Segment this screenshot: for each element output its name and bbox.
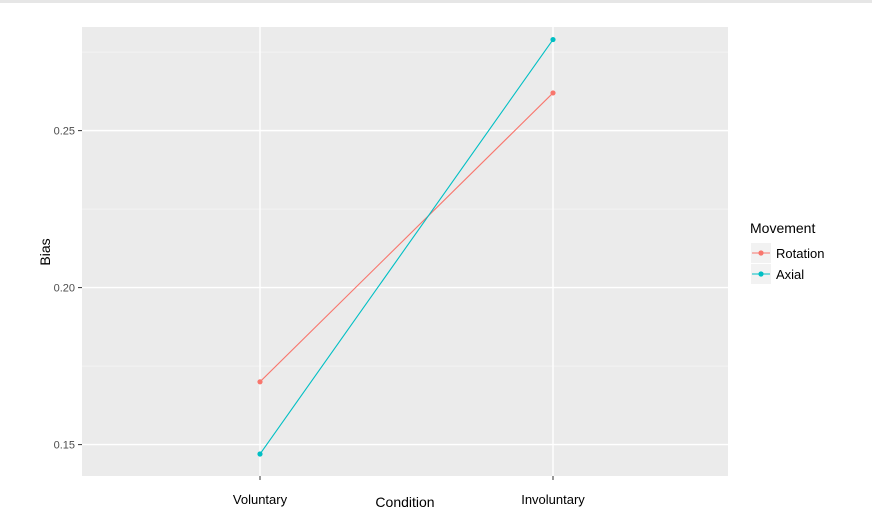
y-tick-label: 0.25 (54, 126, 75, 138)
legend-label: Rotation (776, 246, 824, 261)
legend-item-rotation: Rotation (751, 243, 824, 263)
legend-item-axial: Axial (751, 264, 804, 284)
y-axis: 0.15 0.20 0.25 (54, 126, 82, 452)
plot-panel (82, 27, 728, 476)
x-axis-title: Condition (375, 494, 434, 510)
y-axis-title: Bias (37, 238, 53, 265)
data-point-axial (550, 36, 556, 43)
data-point-rotation (550, 90, 556, 96)
y-tick-label: 0.20 (54, 283, 75, 295)
legend-title: Movement (750, 220, 815, 236)
x-axis: Voluntary Involuntary (233, 476, 585, 507)
y-tick-label: 0.15 (54, 440, 75, 452)
grid-minor-lines (82, 51, 728, 367)
window-top-border (0, 0, 872, 3)
legend-label: Axial (776, 267, 804, 282)
legend: Movement Rotation Axial (750, 220, 824, 284)
data-point-rotation (257, 379, 263, 385)
series-line-axial (259, 39, 554, 455)
legend-key-point (758, 250, 764, 256)
legend-key-point (758, 271, 764, 277)
x-tick-label: Voluntary (233, 492, 288, 507)
series-line-rotation (259, 92, 554, 383)
data-point-axial (257, 451, 263, 457)
legend-items: Rotation Axial (751, 243, 824, 284)
grid-major-lines (82, 27, 728, 476)
x-tick-label: Involuntary (521, 492, 585, 507)
series-layer (257, 36, 556, 457)
